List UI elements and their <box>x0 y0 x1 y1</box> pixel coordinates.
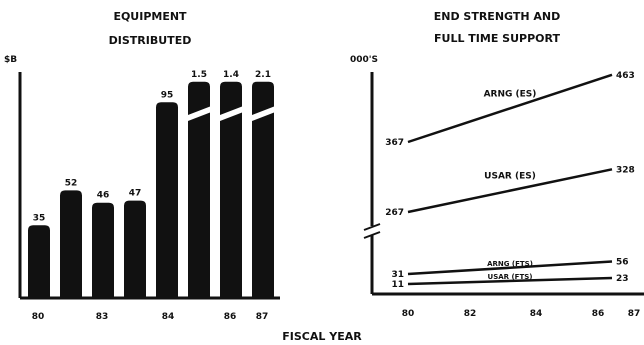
bar-chart-title-line-1: EQUIPMENT <box>113 10 187 23</box>
series-end-label-0: 463 <box>616 71 635 81</box>
bar-value-label-2: 46 <box>97 191 110 201</box>
bar-break-6 <box>218 105 244 122</box>
series-line-3 <box>407 276 613 286</box>
bar-0 <box>28 225 50 297</box>
line-chart-title-line-2: FULL TIME SUPPORT <box>434 32 560 45</box>
series-start-label-1: 267 <box>385 208 404 218</box>
bar-x-tick-3: 86 <box>224 312 237 322</box>
bar-7 <box>252 81 274 297</box>
bar-value-label-0: 35 <box>33 213 46 223</box>
bar-x-tick-4: 87 <box>256 312 269 322</box>
bar-break-5 <box>186 105 212 122</box>
bar-6 <box>220 81 242 297</box>
series-start-label-0: 367 <box>385 138 404 148</box>
series-end-label-1: 328 <box>616 165 635 175</box>
series-line-0 <box>407 73 613 144</box>
bar-break-7 <box>250 105 276 122</box>
series-name-3: USAR (FTS) <box>488 273 533 281</box>
bar-5 <box>188 81 210 297</box>
series-line-1 <box>407 168 613 214</box>
series-start-label-2: 31 <box>391 270 404 280</box>
bar-value-label-4: 95 <box>161 90 174 100</box>
axis-break-mark <box>363 223 381 239</box>
bar-x-tick-2: 84 <box>162 312 175 322</box>
bar-x-tick-1: 83 <box>96 312 109 322</box>
series-name-1: USAR (ES) <box>484 172 536 182</box>
line-x-tick-3: 86 <box>592 309 605 319</box>
bar-value-label-7: 2.1 <box>255 70 271 80</box>
line-chart: END STRENGTH AND FULL TIME SUPPORT 000'S… <box>350 10 644 319</box>
line-x-tick-2: 84 <box>530 309 543 319</box>
series-end-label-2: 56 <box>616 258 629 268</box>
bar-1 <box>60 190 82 297</box>
series-name-0: ARNG (ES) <box>484 89 537 99</box>
series-name-2: ARNG (FTS) <box>487 260 533 268</box>
line-x-tick-4: 87 <box>628 309 641 319</box>
bar-value-label-3: 47 <box>129 189 142 199</box>
bar-chart-title-line-2: DISTRIBUTED <box>109 34 192 47</box>
bar-chart-ylabel: $B <box>4 55 17 65</box>
bar-x-tick-0: 80 <box>32 312 45 322</box>
line-chart-title-line-1: END STRENGTH AND <box>434 10 561 23</box>
series-line-2 <box>407 260 613 276</box>
bar-4 <box>156 102 178 297</box>
bar-value-label-1: 52 <box>65 178 78 188</box>
bar-value-label-5: 1.5 <box>191 70 207 80</box>
series-start-label-3: 11 <box>391 280 404 290</box>
bar-2 <box>92 202 114 297</box>
line-x-tick-0: 80 <box>402 309 415 319</box>
bar-value-label-6: 1.4 <box>223 70 239 80</box>
bar-chart: EQUIPMENT DISTRIBUTED $B 35 52 46 47 95 1.5 1.… <box>4 10 280 322</box>
line-x-tick-1: 82 <box>464 309 477 319</box>
line-chart-ylabel: 000'S <box>350 55 378 65</box>
series-end-label-3: 23 <box>616 274 629 284</box>
x-axis-title: FISCAL YEAR <box>282 330 362 343</box>
bar-3 <box>124 200 146 297</box>
